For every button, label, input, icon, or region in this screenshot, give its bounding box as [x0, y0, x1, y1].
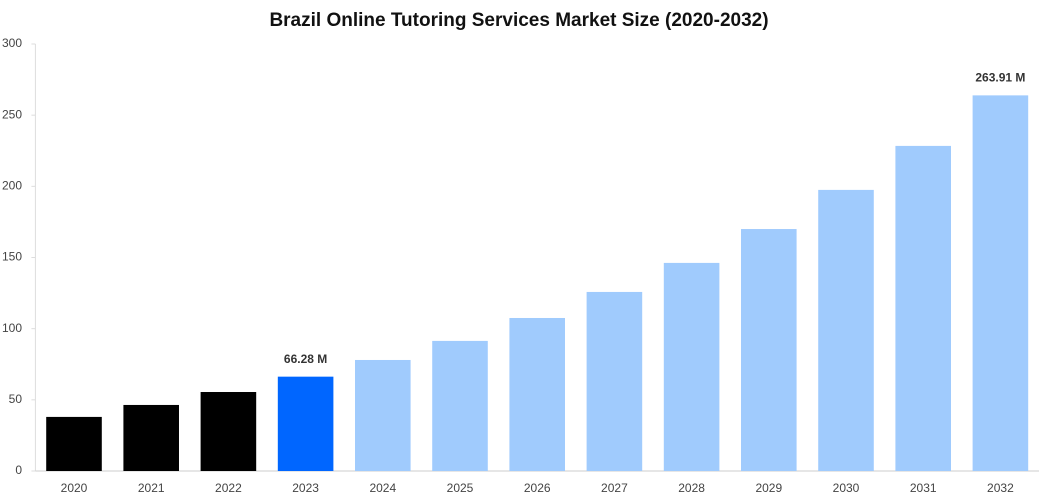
bar [509, 317, 565, 471]
x-tick-label: 2021 [138, 481, 165, 495]
x-tick-label: 2032 [987, 481, 1014, 495]
x-tick-label: 2022 [215, 481, 242, 495]
x-tick-label: 2027 [601, 481, 628, 495]
bar [123, 404, 179, 471]
y-tick-label: 150 [2, 250, 22, 264]
data-label: 66.28 M [284, 352, 327, 366]
y-tick-label: 100 [2, 321, 22, 335]
bar [972, 95, 1029, 471]
x-tick-label: 2029 [755, 481, 782, 495]
y-tick-label: 300 [2, 36, 22, 50]
x-tick-label: 2025 [447, 481, 474, 495]
bar [46, 416, 102, 471]
y-tick-label: 200 [2, 179, 22, 193]
bar [355, 359, 411, 471]
x-tick-label: 2028 [678, 481, 705, 495]
bar [432, 340, 488, 471]
bar [895, 145, 951, 472]
data-label: 263.91 M [975, 71, 1025, 85]
bar [663, 262, 720, 471]
y-tick-label: 50 [9, 392, 23, 406]
x-tick-label: 2026 [524, 481, 551, 495]
x-tick-label: 2020 [61, 481, 88, 495]
x-tick-label: 2023 [292, 481, 319, 495]
bar [277, 376, 334, 471]
bar [818, 189, 874, 471]
y-tick-label: 250 [2, 107, 22, 121]
y-tick-label: 0 [15, 463, 22, 477]
chart-title: Brazil Online Tutoring Services Market S… [269, 10, 768, 31]
bar [200, 392, 257, 471]
x-tick-label: 2024 [369, 481, 396, 495]
x-tick-label: 2031 [910, 481, 937, 495]
bar [741, 229, 797, 471]
x-tick-label: 2030 [833, 481, 860, 495]
bar [586, 291, 643, 471]
